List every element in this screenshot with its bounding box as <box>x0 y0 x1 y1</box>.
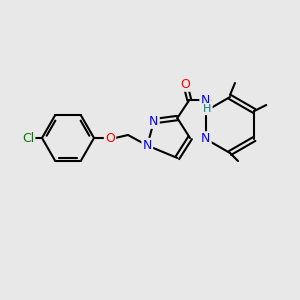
Text: N: N <box>142 139 152 152</box>
Text: N: N <box>201 94 210 106</box>
Text: O: O <box>105 131 115 145</box>
Text: O: O <box>180 78 190 91</box>
Text: N: N <box>149 115 158 128</box>
Text: Cl: Cl <box>22 131 34 145</box>
Text: N: N <box>201 133 210 146</box>
Text: H: H <box>203 104 212 114</box>
